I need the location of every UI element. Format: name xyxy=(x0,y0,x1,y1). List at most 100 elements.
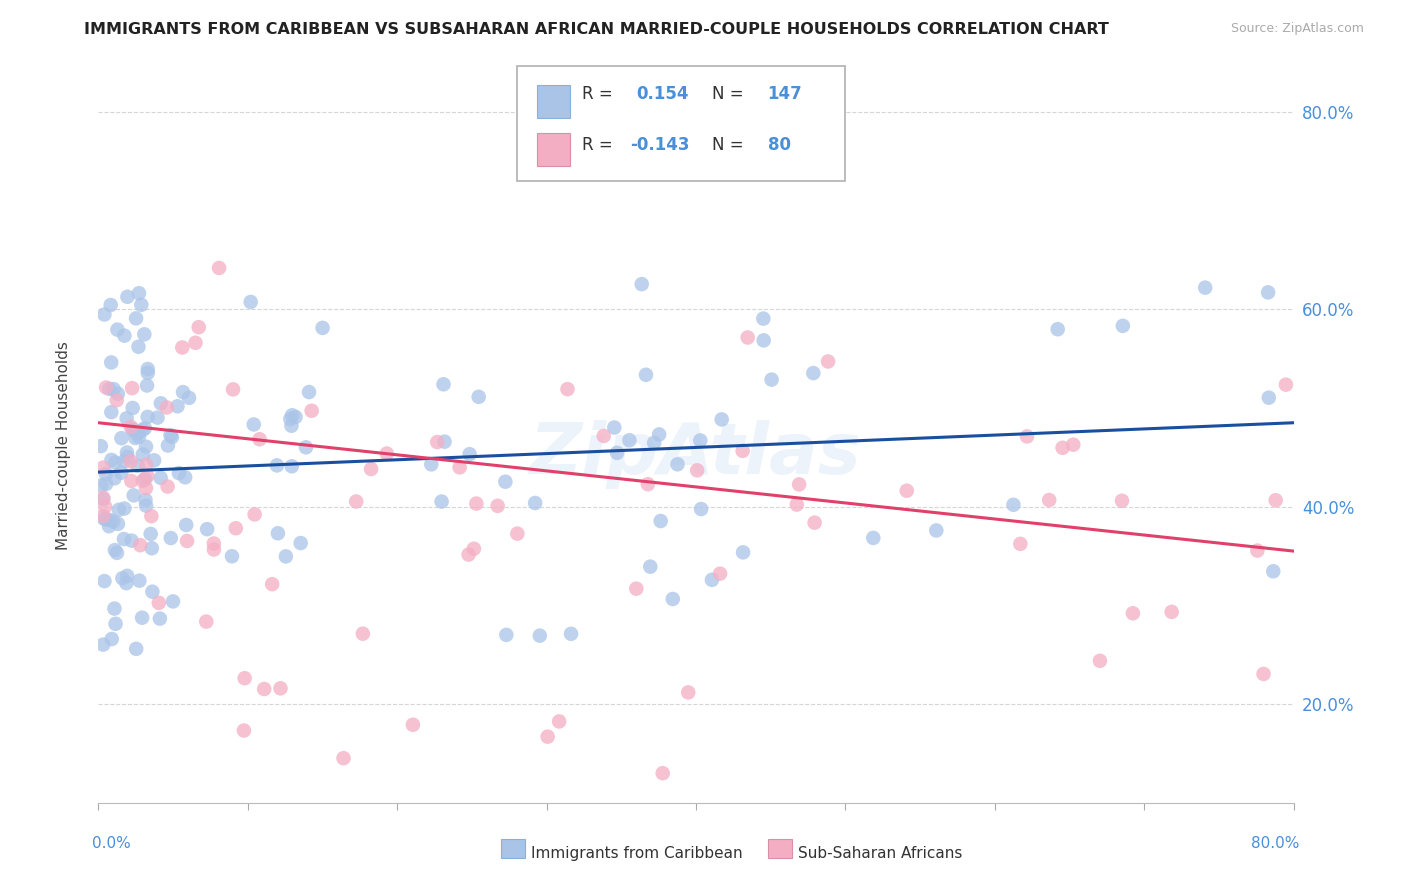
FancyBboxPatch shape xyxy=(517,66,845,181)
Point xyxy=(239,294,262,309)
Point xyxy=(737,330,759,344)
Point xyxy=(134,421,156,435)
Text: R =: R = xyxy=(582,85,619,103)
Point xyxy=(91,508,114,523)
Point xyxy=(149,396,172,410)
Point xyxy=(121,401,143,415)
Point xyxy=(166,399,188,413)
Point xyxy=(184,335,207,350)
Point xyxy=(115,569,138,583)
Point xyxy=(202,542,225,557)
Text: 80.0%: 80.0% xyxy=(1251,836,1299,851)
Point xyxy=(156,438,179,452)
Point xyxy=(1246,543,1268,558)
Point xyxy=(1002,498,1025,512)
Point xyxy=(90,478,112,492)
Point xyxy=(172,385,194,400)
Point xyxy=(187,320,209,334)
Point xyxy=(156,401,179,415)
Point xyxy=(98,519,121,533)
Point xyxy=(132,448,155,462)
Point xyxy=(752,311,775,326)
Point xyxy=(1088,654,1111,668)
Point xyxy=(457,548,479,562)
Point xyxy=(630,277,652,292)
Point xyxy=(560,627,582,641)
Point xyxy=(761,373,783,387)
Point xyxy=(125,425,148,440)
Point xyxy=(249,432,271,446)
Point xyxy=(686,463,709,477)
Point xyxy=(135,458,157,472)
Text: Immigrants from Caribbean: Immigrants from Caribbean xyxy=(531,846,742,861)
Point xyxy=(141,541,163,556)
Point xyxy=(925,524,948,538)
Point xyxy=(121,381,143,395)
Point xyxy=(486,499,509,513)
Point xyxy=(160,430,183,444)
Point xyxy=(91,638,114,652)
Point xyxy=(202,536,225,550)
Point xyxy=(108,503,131,517)
Point xyxy=(104,456,127,470)
Point xyxy=(360,462,382,476)
Point xyxy=(637,477,659,491)
Point xyxy=(733,545,755,559)
Point xyxy=(344,494,367,508)
Point xyxy=(135,499,157,513)
Point xyxy=(135,440,157,454)
Point xyxy=(159,531,181,545)
Text: IMMIGRANTS FROM CARIBBEAN VS SUBSAHARAN AFRICAN MARRIED-COUPLE HOUSEHOLDS CORREL: IMMIGRANTS FROM CARIBBEAN VS SUBSAHARAN … xyxy=(84,22,1109,37)
Point xyxy=(117,450,139,464)
Point xyxy=(662,592,685,607)
Point xyxy=(134,472,156,486)
Point xyxy=(128,574,150,588)
Point xyxy=(93,511,115,525)
Point xyxy=(267,526,290,541)
Point xyxy=(131,423,153,437)
Point xyxy=(801,366,824,380)
Point xyxy=(1015,429,1038,443)
Point xyxy=(375,446,398,460)
Text: N =: N = xyxy=(711,136,748,154)
Point xyxy=(643,435,665,450)
Point xyxy=(1160,605,1182,619)
Point xyxy=(1052,441,1074,455)
Point xyxy=(524,496,547,510)
Point xyxy=(136,378,159,392)
Point xyxy=(136,366,159,380)
Point xyxy=(752,334,775,348)
Point xyxy=(274,549,297,564)
Point xyxy=(98,382,121,396)
Point xyxy=(94,500,117,514)
Point xyxy=(131,610,153,624)
Point xyxy=(100,405,122,419)
Point xyxy=(93,574,115,588)
Point xyxy=(134,327,156,342)
Bar xyxy=(537,133,571,167)
Bar xyxy=(501,839,524,858)
Point xyxy=(495,628,517,642)
Point xyxy=(128,430,150,444)
Point xyxy=(606,446,628,460)
Point xyxy=(117,290,139,304)
Point xyxy=(689,434,711,448)
Point xyxy=(105,393,128,408)
Bar xyxy=(537,85,571,118)
Point xyxy=(1111,493,1133,508)
Point xyxy=(115,576,138,591)
Point xyxy=(648,427,671,442)
Point xyxy=(195,615,218,629)
Point xyxy=(132,474,155,488)
Bar xyxy=(768,839,792,858)
Point xyxy=(537,730,560,744)
Point xyxy=(103,601,125,615)
Point xyxy=(1194,280,1216,294)
Point xyxy=(1038,493,1060,508)
Point xyxy=(107,386,129,401)
Point xyxy=(136,409,159,424)
Point xyxy=(149,611,172,625)
Point xyxy=(603,420,626,434)
Point xyxy=(104,543,127,558)
Point xyxy=(141,509,163,524)
